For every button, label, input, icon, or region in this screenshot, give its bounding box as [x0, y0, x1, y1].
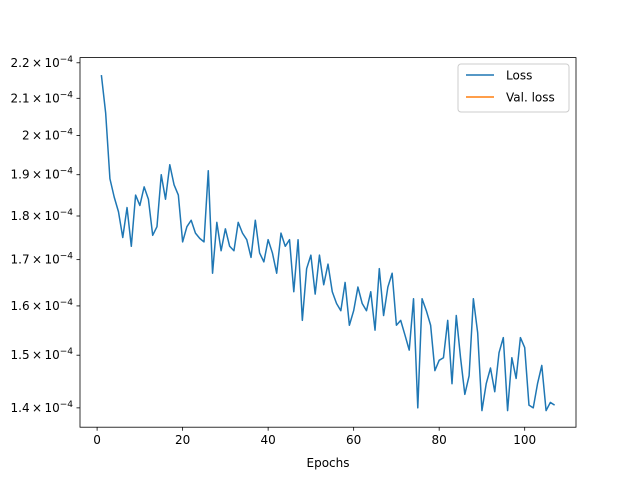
- y-tick-label: 2.1 × 10−4: [11, 90, 74, 105]
- y-tick-label: 1.6 × 10−4: [11, 298, 74, 313]
- y-axis-ticks: 1.4 × 10−4 1.5 × 10−4 1.6 × 10−4 1.7 × 10−4…: [11, 55, 80, 415]
- x-tick-label: 0: [93, 433, 101, 447]
- x-tick-label: 100: [513, 433, 536, 447]
- y-tick-label: 2.2 × 10−4: [11, 55, 74, 70]
- y-tick-label: 1.4 × 10−4: [11, 400, 74, 415]
- plot-area: [80, 57, 576, 428]
- x-tick-label: 80: [432, 433, 447, 447]
- y-tick-label: 1.5 × 10−4: [11, 347, 74, 362]
- y-tick-label: 1.8 × 10−4: [11, 208, 74, 223]
- series-line-loss: [100, 74, 556, 412]
- x-tick-label: 20: [175, 433, 190, 447]
- x-axis-ticks: 0 20 40 60 80 100: [93, 427, 536, 447]
- x-tick-label: 60: [346, 433, 361, 447]
- legend-box: [457, 63, 570, 113]
- y-tick-label: 1.9 × 10−4: [11, 167, 74, 182]
- x-tick-label: 40: [260, 433, 275, 447]
- legend-label-val-loss: Val. loss: [506, 91, 555, 105]
- legend-label-loss: Loss: [506, 69, 532, 83]
- legend: Loss Val. loss: [457, 63, 570, 113]
- y-tick-label: 1.7 × 10−4: [11, 252, 74, 267]
- x-axis-label: Epochs: [307, 456, 350, 470]
- plot-frame: [79, 57, 577, 428]
- series-layer: [100, 74, 556, 412]
- y-tick-label: 2 × 10−4: [22, 128, 73, 143]
